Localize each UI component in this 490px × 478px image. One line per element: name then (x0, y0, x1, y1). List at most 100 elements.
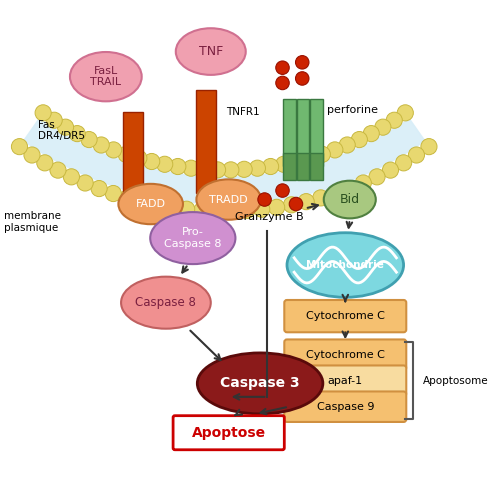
Ellipse shape (119, 184, 183, 224)
Ellipse shape (210, 162, 225, 178)
Ellipse shape (386, 112, 402, 128)
Text: Cytochrome C: Cytochrome C (306, 350, 385, 359)
Ellipse shape (421, 139, 437, 155)
Text: perforine: perforine (327, 105, 378, 115)
Text: membrane
plasmique: membrane plasmique (4, 211, 61, 233)
Ellipse shape (382, 162, 398, 178)
Ellipse shape (258, 193, 271, 206)
Text: Apoptose: Apoptose (192, 426, 266, 440)
Bar (310, 153, 323, 180)
Ellipse shape (105, 185, 122, 202)
Ellipse shape (355, 175, 371, 191)
Ellipse shape (289, 197, 303, 211)
Ellipse shape (81, 131, 97, 148)
Ellipse shape (223, 203, 240, 219)
Ellipse shape (120, 190, 136, 206)
Ellipse shape (134, 194, 150, 210)
Ellipse shape (183, 160, 199, 176)
Ellipse shape (408, 147, 424, 163)
Ellipse shape (46, 112, 62, 128)
Ellipse shape (301, 150, 318, 166)
Bar (297, 98, 309, 166)
Ellipse shape (341, 181, 357, 196)
Ellipse shape (295, 72, 309, 85)
Text: FasL
TRAIL: FasL TRAIL (90, 66, 122, 87)
Text: Caspase 9: Caspase 9 (317, 402, 374, 412)
Ellipse shape (35, 105, 51, 121)
Text: apaf-1: apaf-1 (328, 376, 363, 386)
FancyBboxPatch shape (284, 339, 406, 370)
Text: Bid: Bid (340, 193, 360, 206)
Text: Granzyme B: Granzyme B (235, 213, 303, 222)
Ellipse shape (196, 161, 212, 177)
Ellipse shape (50, 162, 66, 178)
Ellipse shape (236, 161, 252, 177)
FancyBboxPatch shape (173, 416, 284, 450)
Ellipse shape (276, 76, 289, 90)
Ellipse shape (369, 169, 385, 185)
Text: Cytochrome C: Cytochrome C (306, 311, 385, 321)
Ellipse shape (397, 105, 414, 121)
Ellipse shape (324, 181, 376, 218)
Ellipse shape (254, 201, 270, 217)
Ellipse shape (63, 169, 79, 185)
Ellipse shape (11, 139, 27, 155)
Text: TRADD: TRADD (209, 195, 248, 205)
Ellipse shape (69, 126, 85, 141)
Ellipse shape (223, 162, 239, 178)
Ellipse shape (131, 150, 147, 166)
Ellipse shape (287, 233, 404, 297)
Ellipse shape (37, 155, 53, 171)
Ellipse shape (351, 131, 368, 148)
Ellipse shape (295, 55, 309, 69)
Ellipse shape (164, 199, 180, 216)
Text: TNFR1: TNFR1 (226, 107, 260, 117)
Ellipse shape (276, 156, 292, 173)
Ellipse shape (176, 28, 246, 75)
Bar (283, 153, 296, 180)
Ellipse shape (118, 146, 134, 163)
Ellipse shape (375, 119, 391, 135)
FancyBboxPatch shape (284, 300, 406, 332)
Ellipse shape (196, 179, 261, 220)
Ellipse shape (149, 197, 165, 213)
Text: Mitochondrie: Mitochondrie (306, 260, 384, 270)
Bar (123, 112, 143, 215)
Text: Caspase 8: Caspase 8 (135, 296, 196, 309)
Ellipse shape (313, 190, 329, 206)
Ellipse shape (263, 158, 279, 174)
Ellipse shape (157, 156, 173, 173)
Ellipse shape (276, 184, 289, 197)
Ellipse shape (170, 158, 186, 174)
Ellipse shape (24, 147, 40, 163)
Ellipse shape (121, 277, 211, 329)
Text: FADD: FADD (136, 199, 166, 209)
Ellipse shape (93, 137, 109, 153)
Text: Pro-
Caspase 8: Pro- Caspase 8 (164, 228, 221, 249)
Text: Fas
DR4/DR5: Fas DR4/DR5 (38, 120, 85, 141)
Text: Caspase 3: Caspase 3 (220, 376, 300, 391)
FancyBboxPatch shape (284, 391, 406, 422)
Ellipse shape (289, 153, 305, 170)
Text: TNF: TNF (198, 45, 223, 58)
Ellipse shape (298, 194, 314, 210)
Ellipse shape (105, 142, 122, 158)
Ellipse shape (77, 175, 93, 191)
Ellipse shape (194, 202, 210, 218)
Ellipse shape (269, 199, 285, 216)
Ellipse shape (339, 137, 355, 153)
Ellipse shape (150, 212, 235, 264)
Ellipse shape (314, 146, 330, 163)
Ellipse shape (276, 61, 289, 75)
Ellipse shape (363, 126, 379, 141)
Bar (283, 98, 296, 166)
Ellipse shape (209, 203, 225, 219)
Ellipse shape (144, 153, 160, 170)
Ellipse shape (327, 185, 343, 202)
Ellipse shape (327, 142, 343, 158)
Ellipse shape (283, 197, 299, 213)
Ellipse shape (70, 52, 142, 101)
Ellipse shape (91, 181, 107, 196)
Ellipse shape (57, 119, 74, 135)
Bar (297, 153, 309, 180)
